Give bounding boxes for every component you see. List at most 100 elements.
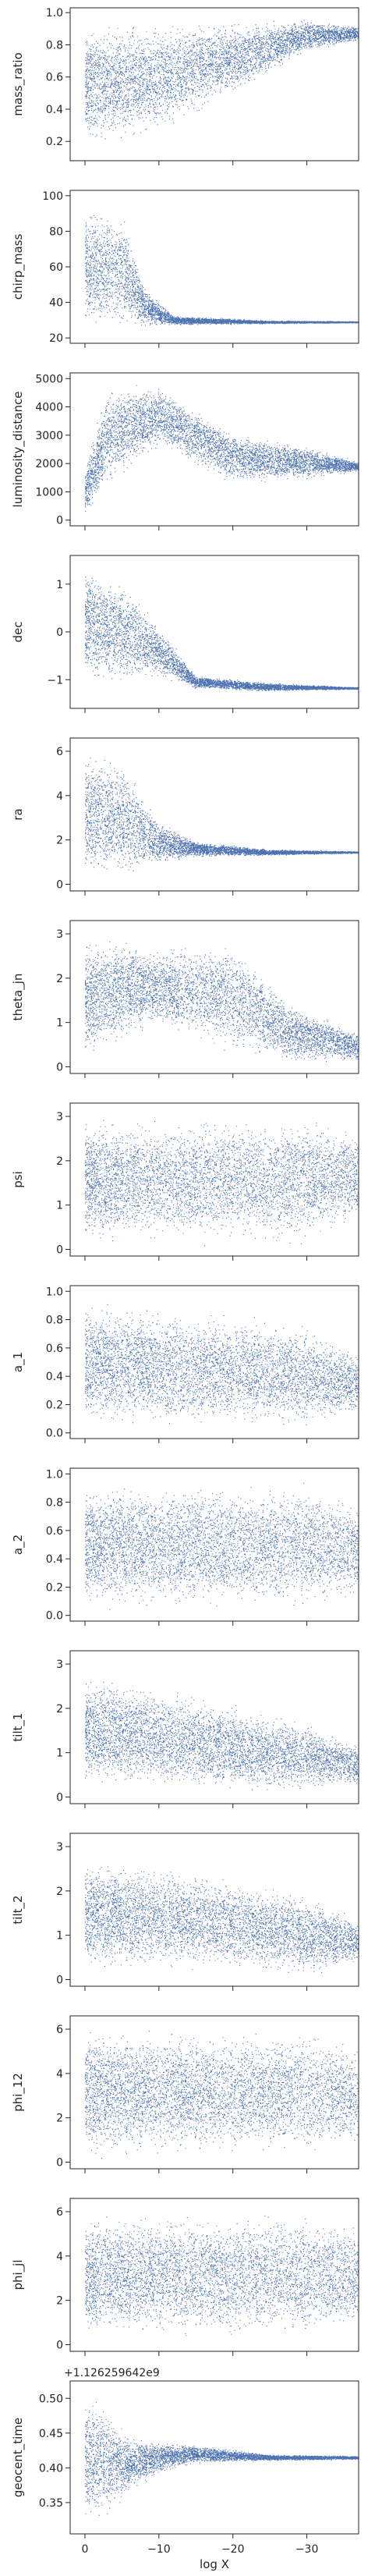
y-tick-label: 0.40 <box>39 2462 63 2475</box>
scatter-point-cloud <box>85 577 359 691</box>
y-tick-label: 0 <box>56 1244 63 1256</box>
scatter-points <box>85 942 359 1063</box>
scatter-point-cloud <box>85 2402 359 2516</box>
plot-frame <box>70 1103 359 1256</box>
scatter-point-cloud <box>85 942 359 1063</box>
y-tick-label: 2 <box>56 1155 63 1168</box>
scatter-points <box>85 2031 359 2159</box>
plot-frame <box>70 2016 359 2169</box>
scatter-points <box>85 577 359 691</box>
y-tick-label: 0.8 <box>46 1497 63 1510</box>
y-axis-label: phi_jl <box>11 2259 26 2290</box>
scatter-point-cloud <box>85 20 359 140</box>
plot-frame <box>70 738 359 891</box>
y-tick-label: 0.6 <box>46 1525 63 1538</box>
y-tick-label: 2 <box>56 2295 63 2308</box>
y-tick-label: 0.35 <box>39 2497 63 2510</box>
y-axis-label: dec <box>11 622 25 643</box>
y-tick-label: 0 <box>56 2339 63 2351</box>
panel-a-1: 0.0 0.2 0.4 0.6 0.8 1.0 a_1 <box>11 1286 359 1443</box>
plot-frame <box>70 373 359 526</box>
x-tick-label: −20 <box>221 2543 245 2556</box>
y-axis-label: geocent_time <box>11 2418 26 2497</box>
y-tick-label: 0 <box>56 1061 63 1073</box>
panel-geocent-time: 0.350.400.450.500 −10 −20 −30geocent_time+1… <box>11 2367 359 2571</box>
x-tick-label: 0 <box>82 2543 89 2556</box>
y-axis-label: a_1 <box>11 1352 26 1372</box>
axis-offset-text: +1.126259642e9 <box>64 2367 160 2379</box>
y-tick-label: 2 <box>56 1703 63 1716</box>
scatter-point-cloud <box>85 2031 359 2159</box>
y-tick-label: 0 <box>56 2156 63 2169</box>
y-axis-label: tilt_1 <box>11 1712 26 1741</box>
y-tick-label: 1.0 <box>46 7 63 20</box>
scatter-point-cloud <box>85 1120 359 1247</box>
y-tick-label: 2000 <box>35 458 63 470</box>
plot-frame <box>70 1833 359 1986</box>
y-tick-label: 1.0 <box>46 1468 63 1481</box>
y-tick-label: 4000 <box>35 402 63 414</box>
y-tick-label: 0.2 <box>46 1581 63 1594</box>
scatter-point-cloud <box>85 2216 359 2336</box>
plot-frame <box>70 1286 359 1439</box>
y-tick-label: 0.8 <box>46 1315 63 1327</box>
y-tick-label: 1 <box>56 1200 63 1212</box>
scatter-points <box>85 20 359 140</box>
y-axis-label: ra <box>11 808 25 820</box>
y-tick-label: 0 <box>56 878 63 891</box>
y-tick-label: 0.4 <box>46 1371 63 1383</box>
scatter-point-cloud <box>85 1304 359 1425</box>
y-tick-label: 0.6 <box>46 1343 63 1355</box>
panel-a-2: 0.00.20.40.60.81.0a_2 <box>11 1468 359 1626</box>
scatter-points <box>85 2216 359 2336</box>
x-tick-label: −30 <box>295 2543 319 2556</box>
y-tick-label: 6 <box>56 2024 63 2036</box>
y-tick-label: 4 <box>56 2068 63 2081</box>
y-tick-label: 100 <box>42 190 63 203</box>
y-axis-label: psi <box>11 1171 25 1188</box>
y-tick-label: 0 <box>56 515 63 527</box>
scatter-point-cloud <box>85 1483 359 1610</box>
y-tick-label: 1.0 <box>46 1286 63 1298</box>
y-tick-label: 1 <box>56 1747 63 1760</box>
y-tick-label: 40 <box>49 297 63 310</box>
scatter-points <box>85 1682 359 1790</box>
y-axis-label: chirp_mass <box>11 234 26 300</box>
scatter-points <box>85 1120 359 1247</box>
y-axis-label: luminosity_distance <box>11 392 26 508</box>
y-tick-label: 0.0 <box>46 1428 63 1440</box>
y-tick-label: 3 <box>56 928 63 941</box>
y-axis-label: theta_jn <box>11 974 26 1021</box>
scatter-point-cloud <box>85 758 359 871</box>
x-axis-label: log X <box>200 2557 229 2571</box>
y-tick-label: 20 <box>49 332 63 345</box>
scatter-point-cloud <box>85 385 359 512</box>
scatter-points <box>85 1304 359 1425</box>
y-tick-label: 60 <box>49 261 63 274</box>
y-tick-label: 4 <box>56 2251 63 2263</box>
panel-chirp-mass: 20 40 60 80 100 chirp_mass <box>11 190 359 348</box>
y-axis-label: phi_12 <box>11 2073 26 2112</box>
y-tick-label: 1 <box>56 1930 63 1943</box>
y-tick-label: 80 <box>49 225 63 238</box>
y-tick-label: 0.8 <box>46 39 63 51</box>
y-tick-label: −1 <box>47 674 63 687</box>
y-tick-label: 0 <box>56 1791 63 1804</box>
y-tick-label: 1 <box>56 1017 63 1030</box>
scatter-point-cloud <box>85 1866 359 1973</box>
y-tick-label: 0.50 <box>39 2393 63 2405</box>
x-tick-label: −10 <box>147 2543 171 2556</box>
y-tick-label: 0.2 <box>46 136 63 148</box>
y-tick-label: 0.2 <box>46 1399 63 1411</box>
